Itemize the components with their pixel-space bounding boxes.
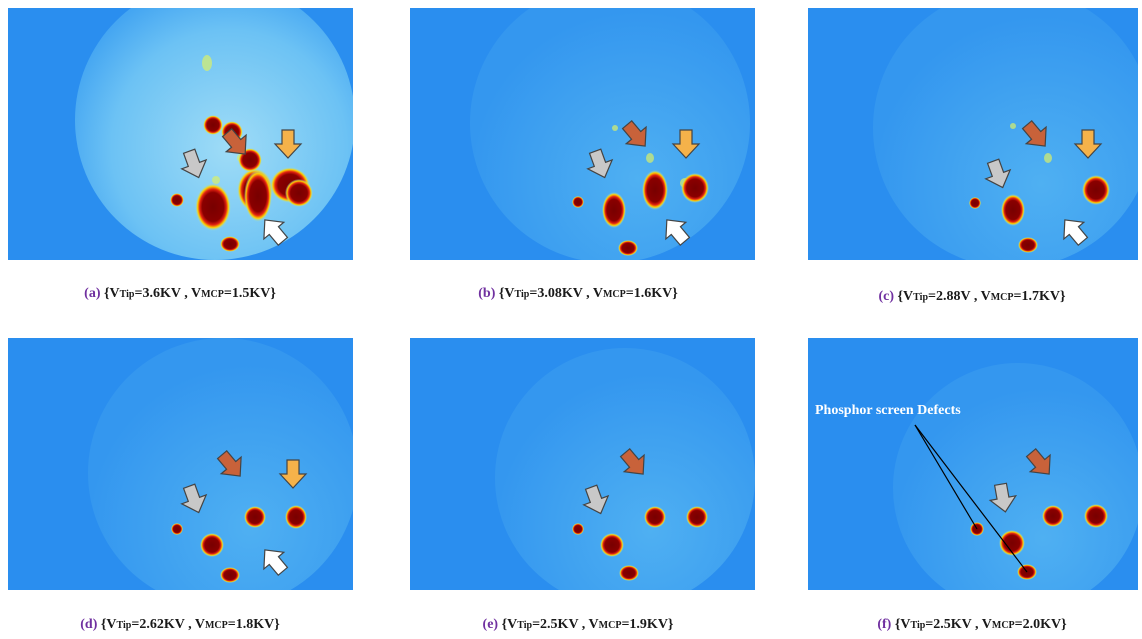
emission-spot [1082, 175, 1110, 205]
caption-subscript: Tip [517, 620, 532, 631]
caption-text: {V [898, 289, 914, 304]
caption: (d) {VTip=2.62KV , VMCP=1.8KV} [80, 617, 280, 632]
emission-spot [1084, 504, 1108, 528]
caption-text: =2.5KV , V [532, 617, 599, 632]
panel-image [410, 0, 755, 263]
caption: (a) {VTip=3.6KV , VMCP=1.5KV} [84, 286, 276, 301]
caption-subscript: Tip [910, 620, 925, 631]
emission-spot [1001, 194, 1025, 226]
panel: Phosphor screen Defects [808, 338, 1142, 613]
emission-spot [618, 240, 638, 256]
emission-spot [171, 523, 183, 535]
caption: (e) {VTip=2.5KV , VMCP=1.9KV} [483, 617, 674, 632]
caption-label: (d) [80, 617, 101, 632]
caption-label: (b) [478, 286, 499, 301]
caption-text: =1.6KV} [626, 286, 678, 301]
caption-text: {V [104, 286, 120, 301]
faint-spot [1010, 123, 1016, 129]
caption-text: =3.08KV , V [529, 286, 603, 301]
phosphor-disc [893, 363, 1142, 613]
panel [808, 0, 1142, 268]
emission-spot [220, 236, 240, 252]
panel-image [8, 0, 355, 260]
caption-subscript: MCP [992, 620, 1015, 631]
caption-text: =2.62KV , V [131, 617, 205, 632]
caption-text: {V [895, 617, 911, 632]
panel [410, 338, 755, 608]
emission-spot [195, 183, 231, 231]
emission-spot [170, 193, 184, 207]
caption-text: =2.88V , V [928, 289, 991, 304]
emission-spot [642, 170, 668, 210]
panel-image [410, 338, 755, 608]
caption-subscript: MCP [603, 289, 626, 300]
figure: (a) {VTip=3.6KV , VMCP=1.5KV}(b) {VTip=3… [0, 0, 1142, 639]
emission-spot [681, 173, 709, 203]
caption: (c) {VTip=2.88V , VMCP=1.7KV} [878, 289, 1065, 304]
faint-spot [202, 55, 212, 71]
caption-label: (c) [878, 289, 897, 304]
emission-spot [600, 533, 624, 557]
emission-spot [200, 533, 224, 557]
caption-text: =3.6KV , V [134, 286, 201, 301]
caption-subscript: MCP [205, 620, 228, 631]
emission-spot [1042, 505, 1064, 527]
caption-subscript: MCP [201, 289, 224, 300]
caption-text: =1.8KV} [228, 617, 280, 632]
emission-spot [969, 197, 981, 209]
caption: (b) {VTip=3.08KV , VMCP=1.6KV} [478, 286, 678, 301]
panel-image: Phosphor screen Defects [808, 338, 1142, 613]
emission-spot [203, 115, 223, 135]
faint-spot [1044, 153, 1052, 163]
panel-image [808, 0, 1142, 268]
emission-spot [244, 506, 266, 528]
panel [8, 338, 358, 608]
emission-spot [572, 523, 584, 535]
caption-label: (f) [877, 617, 895, 632]
emission-spot [644, 506, 666, 528]
emission-spot [602, 192, 626, 228]
caption-label: (e) [483, 617, 502, 632]
emission-spot [285, 505, 307, 529]
emission-spot [686, 506, 708, 528]
caption-text: {V [502, 617, 518, 632]
annotation: Phosphor screen Defects [815, 403, 961, 418]
faint-spot [212, 176, 220, 184]
panel [8, 0, 355, 260]
caption-subscript: Tip [515, 289, 530, 300]
caption-text: {V [499, 286, 515, 301]
faint-spot [612, 125, 618, 131]
caption-text: =2.5KV , V [925, 617, 992, 632]
caption-label: (a) [84, 286, 104, 301]
caption-subscript: Tip [117, 620, 132, 631]
emission-spot [572, 196, 584, 208]
caption-text: =1.9KV} [621, 617, 673, 632]
emission-spot [244, 170, 272, 222]
emission-spot [619, 565, 639, 581]
caption: (f) {VTip=2.5KV , VMCP=2.0KV} [877, 617, 1067, 632]
panel-image [8, 338, 358, 608]
caption-text: =1.5KV} [224, 286, 276, 301]
caption-text: {V [101, 617, 117, 632]
panel [410, 0, 755, 263]
caption-text: =2.0KV} [1015, 617, 1067, 632]
caption-subscript: Tip [913, 292, 928, 303]
caption-text: =1.7KV} [1014, 289, 1066, 304]
faint-spot [646, 153, 654, 163]
emission-spot [1018, 237, 1038, 253]
emission-spot [220, 567, 240, 583]
emission-spot [285, 179, 313, 207]
caption-subscript: Tip [120, 289, 135, 300]
caption-subscript: MCP [991, 292, 1014, 303]
caption-subscript: MCP [599, 620, 622, 631]
